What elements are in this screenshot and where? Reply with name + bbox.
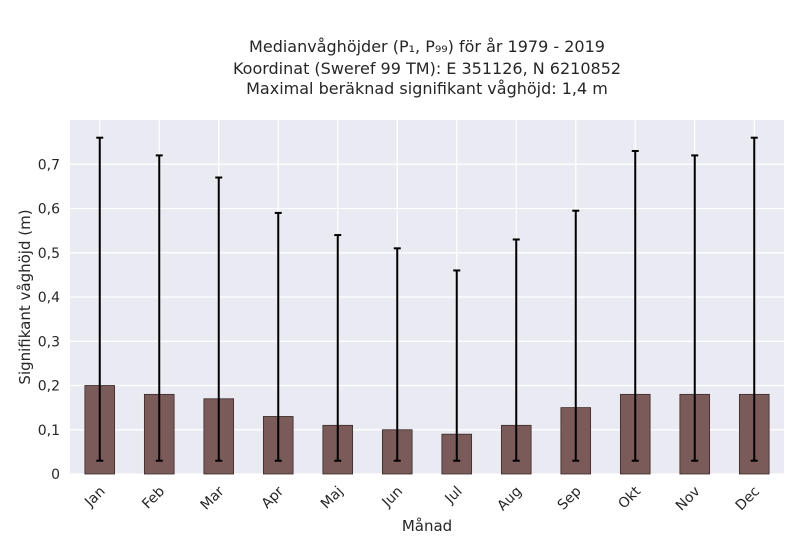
y-tick-label: 0,1 <box>38 423 60 439</box>
x-tick-label-sep: Sep <box>555 483 585 513</box>
y-axis-label: Signifikant våghöjd (m) <box>16 209 34 384</box>
x-tick-label-nov: Nov <box>673 484 704 515</box>
y-tick-label: 0 <box>51 467 60 483</box>
x-tick-label-mar: Mar <box>198 483 228 513</box>
chart-title: Medianvåghöjder (P₁, P₉₉) för år 1979 - … <box>233 37 621 98</box>
x-tick-label-feb: Feb <box>139 483 168 512</box>
y-tick-label: 0,6 <box>38 202 60 218</box>
x-tick-label-maj: Maj <box>318 484 347 513</box>
y-tick-label: 0,3 <box>38 334 60 350</box>
x-tick-label-jun: Jun <box>379 484 406 511</box>
x-tick-label-dec: Dec <box>733 484 763 514</box>
y-tick-label: 0,7 <box>38 157 60 173</box>
y-tick-label: 0,2 <box>38 379 60 395</box>
title-line-1: Medianvåghöjder (P₁, P₉₉) för år 1979 - … <box>249 37 605 56</box>
x-tick-label-aug: Aug <box>494 484 525 515</box>
y-tick-label: 0,5 <box>38 246 60 262</box>
x-tick-label-okt: Okt <box>615 483 644 512</box>
y-tick-labels: 0 0,1 0,2 0,3 0,4 0,5 0,6 0,7 <box>38 157 60 483</box>
y-tick-label: 0,4 <box>38 290 60 306</box>
error-bars <box>96 136 758 462</box>
x-tick-labels: Jan Feb Mar Apr Maj Jun Jul Aug Sep Okt Nov Dec <box>81 483 763 514</box>
x-tick-label-jul: Jul <box>442 484 466 508</box>
x-tick-label-apr: Apr <box>259 483 288 512</box>
x-tick-label-jan: Jan <box>81 484 108 511</box>
title-line-2: Koordinat (Sweref 99 TM): E 351126, N 62… <box>233 59 621 78</box>
title-line-3: Maximal beräknad signifikant våghöjd: 1,… <box>246 79 608 98</box>
x-axis-label: Månad <box>402 517 452 535</box>
